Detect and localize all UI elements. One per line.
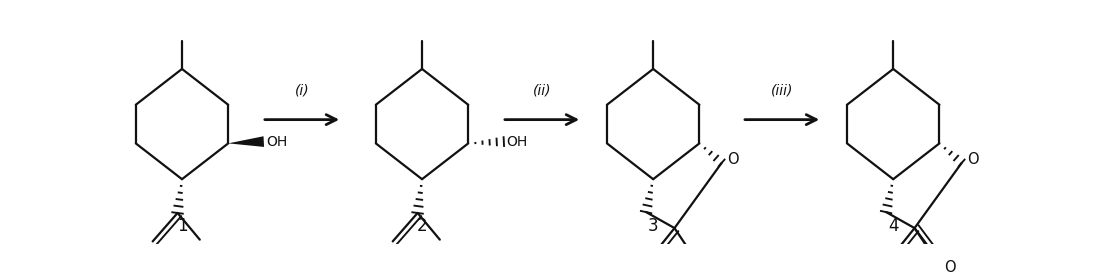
Polygon shape: [228, 136, 264, 147]
Text: 2: 2: [417, 217, 428, 235]
Text: (i): (i): [295, 84, 309, 97]
Text: O: O: [967, 152, 978, 167]
Text: 3: 3: [648, 217, 659, 235]
Text: (ii): (ii): [533, 84, 552, 97]
Text: 4: 4: [888, 217, 898, 235]
Text: O: O: [944, 260, 955, 273]
Text: OH: OH: [506, 135, 527, 149]
Text: 1: 1: [176, 217, 188, 235]
Text: (iii): (iii): [771, 84, 793, 97]
Text: O: O: [727, 152, 738, 167]
Text: OH: OH: [267, 135, 288, 149]
